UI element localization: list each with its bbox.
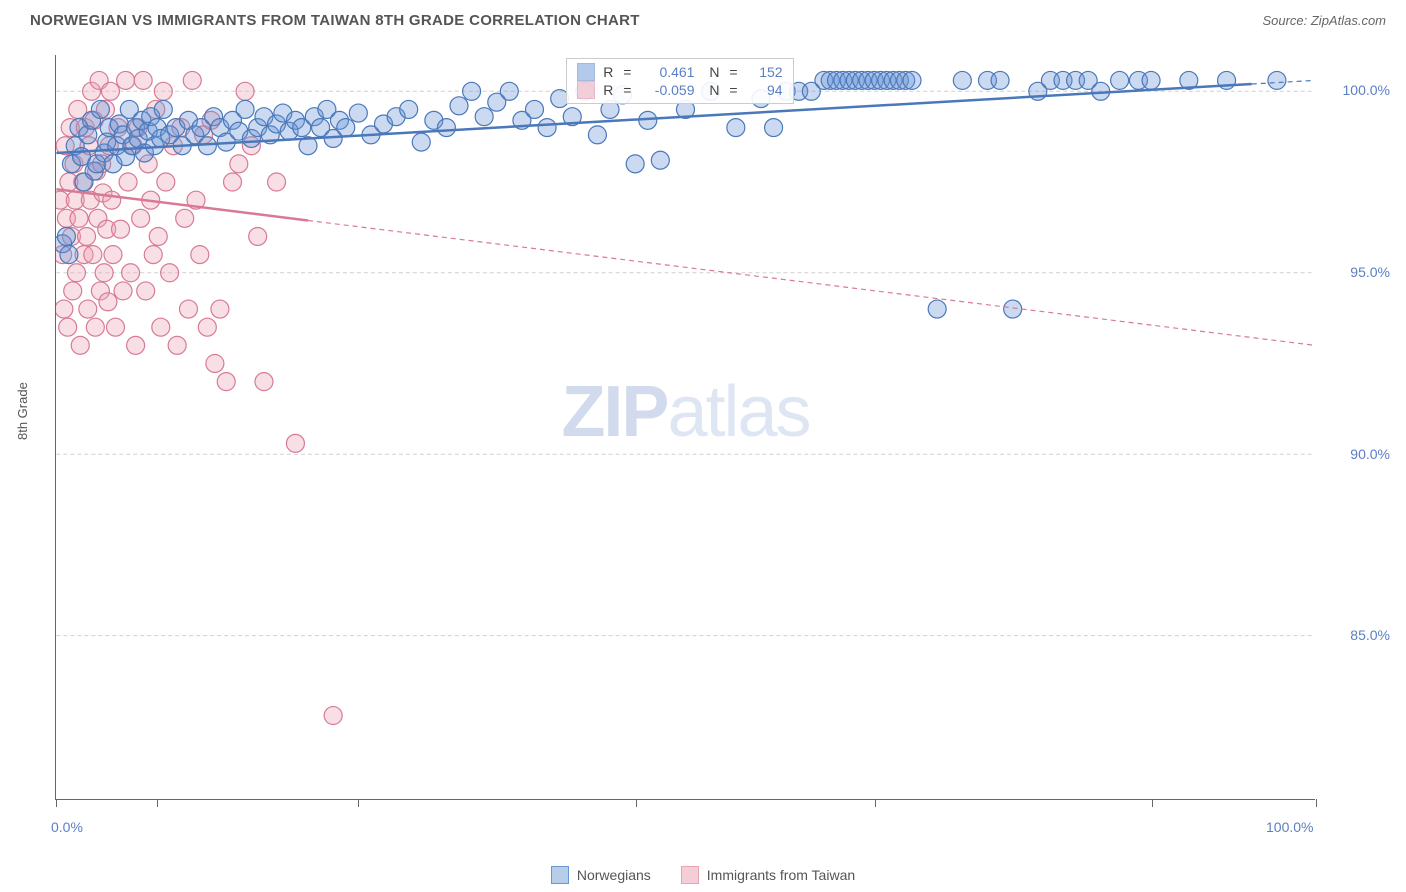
x-tick bbox=[56, 799, 57, 807]
stats-legend: R = 0.461 N = 152 R = -0.059 N = 94 bbox=[566, 58, 793, 104]
r-value: -0.059 bbox=[642, 82, 694, 98]
legend-swatch bbox=[551, 866, 569, 884]
x-tick-label: 100.0% bbox=[1266, 819, 1313, 835]
x-tick-label: 0.0% bbox=[51, 819, 83, 835]
n-value: 94 bbox=[749, 82, 783, 98]
y-axis-label: 8th Grade bbox=[15, 382, 30, 440]
stats-legend-row: R = 0.461 N = 152 bbox=[577, 63, 782, 81]
series-legend: Norwegians Immigrants from Taiwan bbox=[0, 866, 1406, 884]
stats-legend-row: R = -0.059 N = 94 bbox=[577, 81, 782, 99]
legend-item: Immigrants from Taiwan bbox=[681, 866, 855, 884]
x-tick bbox=[636, 799, 637, 807]
n-label: N = bbox=[702, 64, 740, 80]
legend-label: Norwegians bbox=[577, 867, 651, 883]
r-label: R = bbox=[603, 64, 634, 80]
legend-swatch bbox=[577, 81, 595, 99]
chart-container: ZIPatlas R = 0.461 N = 152 R = -0.059 N … bbox=[55, 55, 1315, 800]
n-label: N = bbox=[702, 82, 740, 98]
x-tick bbox=[875, 799, 876, 807]
legend-label: Immigrants from Taiwan bbox=[707, 867, 855, 883]
n-value: 152 bbox=[749, 64, 783, 80]
y-tick-label: 85.0% bbox=[1350, 627, 1390, 643]
chart-title: NORWEGIAN VS IMMIGRANTS FROM TAIWAN 8TH … bbox=[30, 12, 640, 29]
scatter-plot bbox=[56, 55, 1315, 799]
x-tick bbox=[1152, 799, 1153, 807]
y-tick-label: 90.0% bbox=[1350, 446, 1390, 462]
legend-swatch bbox=[681, 866, 699, 884]
x-tick bbox=[157, 799, 158, 807]
r-value: 0.461 bbox=[642, 64, 694, 80]
x-tick bbox=[358, 799, 359, 807]
y-tick-label: 95.0% bbox=[1350, 264, 1390, 280]
x-tick bbox=[1316, 799, 1317, 807]
legend-item: Norwegians bbox=[551, 866, 651, 884]
y-tick-label: 100.0% bbox=[1343, 82, 1390, 98]
source-attribution: Source: ZipAtlas.com bbox=[1262, 13, 1386, 28]
legend-swatch bbox=[577, 63, 595, 81]
r-label: R = bbox=[603, 82, 634, 98]
